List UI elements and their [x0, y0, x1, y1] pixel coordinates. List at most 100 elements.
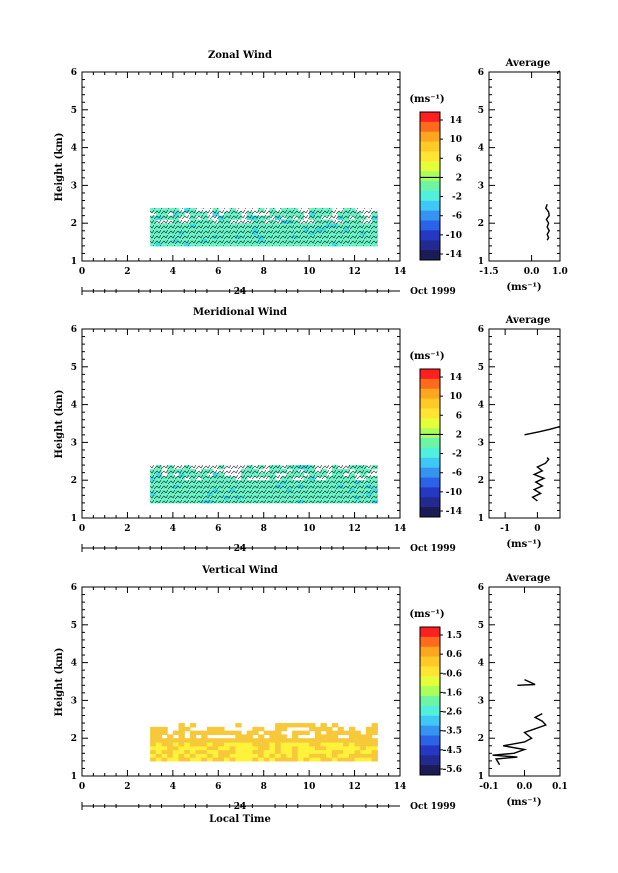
y-tick-label: 4 [71, 401, 77, 411]
heatmap-cell [229, 730, 236, 736]
y-tick-label: 4 [478, 144, 484, 154]
heatmap-cell [195, 753, 202, 758]
heatmap-cell [229, 745, 236, 751]
heatmap-cell [309, 741, 316, 747]
heatmap-cell [258, 749, 265, 754]
y-tick-label: 5 [71, 106, 77, 116]
heatmap-cell [241, 741, 248, 747]
heatmap-cell [150, 738, 157, 743]
heatmap-cell [292, 730, 299, 736]
x-tick-label: 2 [124, 267, 130, 277]
heatmap-cell [150, 726, 157, 732]
heatmap-cell [297, 723, 305, 728]
heatmap-cell [331, 741, 339, 747]
heatmap-cell [155, 745, 163, 751]
heatmap-cell [371, 749, 378, 754]
heatmap-cell [212, 753, 219, 758]
heatmap-cell [246, 749, 253, 754]
heatmap-cell [252, 738, 259, 743]
heatmap-cell [292, 753, 299, 758]
heatmap-cell [223, 738, 231, 743]
heatmap-cell [223, 749, 231, 754]
colorbar-tick-label: -2 [452, 450, 462, 460]
heatmap-cell [314, 753, 322, 758]
x-tick-label: 8 [261, 267, 267, 277]
colorbar-band [420, 240, 440, 251]
heatmap-cell [292, 745, 299, 751]
heatmap-cell [365, 726, 373, 732]
heatmap-cell [189, 738, 197, 743]
heatmap-cell [365, 730, 373, 736]
heatmap-cell [201, 753, 208, 758]
y-tick-label: 6 [478, 583, 484, 593]
heatmap-cell [212, 757, 219, 762]
heatmap-cell [343, 745, 350, 751]
heatmap-cell [235, 738, 242, 743]
heatmap-cell [326, 757, 333, 762]
heatmap-cell [292, 738, 299, 743]
heatmap-cell [172, 753, 180, 758]
heatmap-cell [343, 738, 350, 743]
heatmap-cell [201, 741, 208, 747]
colorbar-band [420, 200, 440, 212]
colorbar-band [420, 151, 440, 162]
zonal-average-panel: Average -1.5 0.0 1.0 1 2 3 4 5 6 (ms⁻¹) [478, 58, 568, 293]
x-tick-label: 10 [303, 267, 316, 277]
heatmap-cell [241, 757, 248, 762]
x-tick-label: 0.0 [524, 267, 540, 277]
y-tick-label: 4 [71, 659, 77, 669]
heatmap-cell [178, 734, 185, 739]
heatmap-cell [331, 738, 339, 743]
zonal-colorbar: 14 10 6 2 -2 -6 -10 -14 [419, 111, 462, 261]
colorbar-tick-label: -6 [452, 469, 462, 479]
heatmap-cell [189, 730, 197, 736]
heatmap-cell [189, 734, 197, 739]
heatmap-cell [309, 745, 316, 751]
heatmap-cell [201, 749, 208, 754]
colorbar-band [420, 477, 440, 488]
heatmap-cell [223, 757, 231, 762]
zonal-wind-title: Zonal Wind [208, 50, 272, 61]
heatmap-cell [212, 749, 219, 754]
x-tick-label: 0.0 [517, 782, 533, 792]
heatmap-cell [150, 753, 157, 758]
heatmap-cell [337, 757, 344, 762]
heatmap-cell [326, 741, 333, 747]
heatmap-cell [360, 738, 367, 743]
heatmap-cell [269, 738, 276, 743]
heatmap-cell [189, 749, 197, 754]
heatmap-cell [241, 738, 248, 743]
y-tick-label: 3 [71, 438, 77, 448]
heatmap-cell [269, 730, 276, 736]
heatmap-cell [354, 730, 361, 736]
heatmap-cell [178, 749, 185, 754]
x-tick-label: 2 [124, 782, 130, 792]
heatmap-cell [252, 726, 259, 732]
heatmap-cell [286, 757, 293, 762]
heatmap-cell [309, 723, 316, 728]
zonal-colorbar-unit: (ms⁻¹) [409, 94, 444, 105]
heatmap-cell [303, 757, 310, 762]
heatmap-cell [201, 730, 208, 736]
heatmap-cell [286, 753, 293, 758]
x-tick-label: 4 [170, 782, 176, 792]
heatmap-cell [371, 753, 378, 758]
colorbar-band [420, 725, 440, 736]
heatmap-cell [235, 749, 242, 754]
heatmap-cell [252, 745, 259, 751]
average-profile-line [545, 204, 550, 241]
x-tick-label: 4 [170, 524, 176, 534]
heatmap-cell [246, 730, 253, 736]
heatmap-cell [235, 741, 242, 747]
heatmap-cell [263, 749, 270, 754]
heatmap-cell [189, 745, 197, 751]
heatmap-cell [178, 753, 185, 758]
vertical-heatmap [150, 723, 378, 762]
heatmap-cell [178, 738, 185, 743]
heatmap-cell [252, 757, 259, 762]
heatmap-cell [235, 734, 242, 739]
x-tick-label: -0.1 [479, 782, 498, 792]
heatmap-cell [218, 749, 225, 754]
